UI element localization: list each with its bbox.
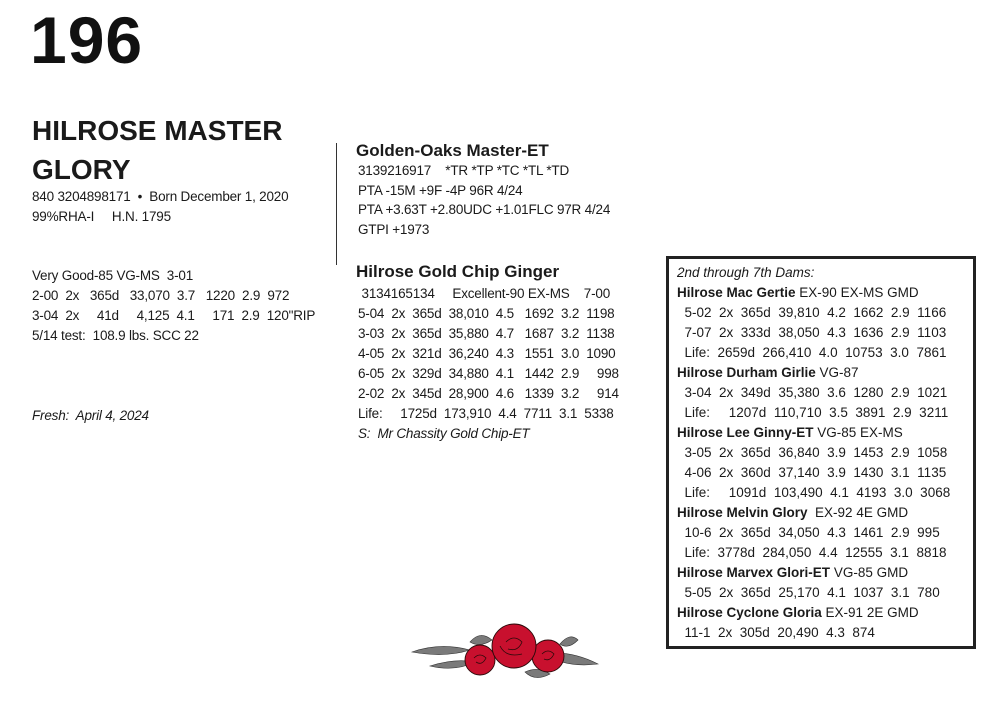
dams-box: 2nd through 7th Dams: Hilrose Mac Gertie… — [666, 256, 976, 649]
roses-ornament-icon — [410, 623, 600, 678]
ancestor-dam: Hilrose Durham Girlie VG-87 — [677, 363, 859, 383]
dam-lifetime: Life: 1725d 173,910 4.4 7711 3.1 5338 — [358, 406, 614, 421]
animal-breed-line: 99%RHA-I H.N. 1795 — [32, 209, 171, 224]
ancestor-dam-classification: EX-90 EX-MS GMD — [795, 285, 919, 300]
sire-line: GTPI +1973 — [358, 222, 430, 237]
dam-name: Hilrose Gold Chip Ginger — [356, 262, 560, 281]
sire-line: PTA +3.63T +2.80UDC +1.01FLC 97R 4/24 — [358, 202, 611, 217]
ancestor-dam-record: Life: 3778d 284,050 4.4 12555 3.1 8818 — [677, 545, 947, 560]
pedigree-bracket — [336, 143, 337, 265]
ancestor-dam: Hilrose Cyclone Gloria EX-91 2E GMD — [677, 603, 919, 623]
dams-heading: 2nd through 7th Dams: — [677, 265, 815, 280]
animal-test: 5/14 test: 108.9 lbs. SCC 22 — [32, 328, 199, 343]
sire-name: Golden-Oaks Master-ET — [356, 141, 549, 160]
animal-id-line: 840 3204898171 • Born December 1, 2020 — [32, 189, 289, 204]
ancestor-dam-record: Life: 2659d 266,410 4.0 10753 3.0 7861 — [677, 345, 947, 360]
dam-record: 2-02 2x 345d 28,900 4.6 1339 3.2 914 — [358, 386, 619, 401]
animal-record: 3-04 2x 41d 4,125 4.1 171 2.9 120"RIP — [32, 308, 316, 323]
ancestor-dam-classification: EX-91 2E GMD — [821, 605, 919, 620]
ancestor-dam-name: Hilrose Mac Gertie — [677, 285, 796, 300]
sire-line: 3139216917 *TR *TP *TC *TL *TD — [358, 163, 570, 178]
ancestor-dam-record: 11-1 2x 305d 20,490 4.3 874 — [677, 625, 875, 640]
ancestor-dam-name: Hilrose Marvex Glori-ET — [677, 565, 831, 580]
dam-record: 6-05 2x 329d 34,880 4.1 1442 2.9 998 — [358, 366, 619, 381]
ancestor-dam-record: 4-06 2x 360d 37,140 3.9 1430 3.1 1135 — [677, 465, 947, 480]
dam-record: 5-04 2x 365d 38,010 4.5 1692 3.2 1198 — [358, 306, 615, 321]
animal-name-line2: GLORY — [32, 154, 131, 185]
ancestor-dam: Hilrose Lee Ginny-ET VG-85 EX-MS — [677, 423, 903, 443]
sire-line: PTA -15M +9F -4P 96R 4/24 — [358, 183, 523, 198]
ancestor-dam: Hilrose Marvex Glori-ET VG-85 GMD — [677, 563, 908, 583]
dam-record: 3-03 2x 365d 35,880 4.7 1687 3.2 1138 — [358, 326, 615, 341]
lot-number: 196 — [30, 3, 144, 77]
ancestor-dam-name: Hilrose Cyclone Gloria — [677, 605, 822, 620]
ancestor-dam-record: 5-02 2x 365d 39,810 4.2 1662 2.9 1166 — [677, 305, 947, 320]
ancestor-dam-classification: VG-87 — [815, 365, 859, 380]
ancestor-dam-record: Life: 1091d 103,490 4.1 4193 3.0 3068 — [677, 485, 951, 500]
dam-sire: S: Mr Chassity Gold Chip-ET — [358, 426, 530, 441]
dam-record: 4-05 2x 321d 36,240 4.3 1551 3.0 1090 — [358, 346, 616, 361]
animal-name-line1: HILROSE MASTER — [32, 115, 283, 146]
ancestor-dam-record: Life: 1207d 110,710 3.5 3891 2.9 3211 — [677, 405, 949, 420]
animal-classification: Very Good-85 VG-MS 3-01 — [32, 268, 194, 283]
dam-line: 3134165134 Excellent-90 EX-MS 7-00 — [358, 286, 611, 301]
animal-record: 2-00 2x 365d 33,070 3.7 1220 2.9 972 — [32, 288, 290, 303]
ancestor-dam-record: 10-6 2x 365d 34,050 4.3 1461 2.9 995 — [677, 525, 940, 540]
ancestor-dam-record: 5-05 2x 365d 25,170 4.1 1037 3.1 780 — [677, 585, 940, 600]
ancestor-dam: Hilrose Mac Gertie EX-90 EX-MS GMD — [677, 283, 919, 303]
ancestor-dam-classification: VG-85 GMD — [830, 565, 909, 580]
ancestor-dam-name: Hilrose Lee Ginny-ET — [677, 425, 814, 440]
ancestor-dam-classification: EX-92 4E GMD — [807, 505, 909, 520]
fresh-date: Fresh: April 4, 2024 — [32, 408, 149, 423]
ancestor-dam-record: 7-07 2x 333d 38,050 4.3 1636 2.9 1103 — [677, 325, 947, 340]
ancestor-dam-record: 3-04 2x 349d 35,380 3.6 1280 2.9 1021 — [677, 385, 948, 400]
ancestor-dam-record: 3-05 2x 365d 36,840 3.9 1453 2.9 1058 — [677, 445, 948, 460]
ancestor-dam-name: Hilrose Melvin Glory — [677, 505, 808, 520]
ancestor-dam-name: Hilrose Durham Girlie — [677, 365, 816, 380]
ancestor-dam: Hilrose Melvin Glory EX-92 4E GMD — [677, 503, 908, 523]
ancestor-dam-classification: VG-85 EX-MS — [813, 425, 903, 440]
